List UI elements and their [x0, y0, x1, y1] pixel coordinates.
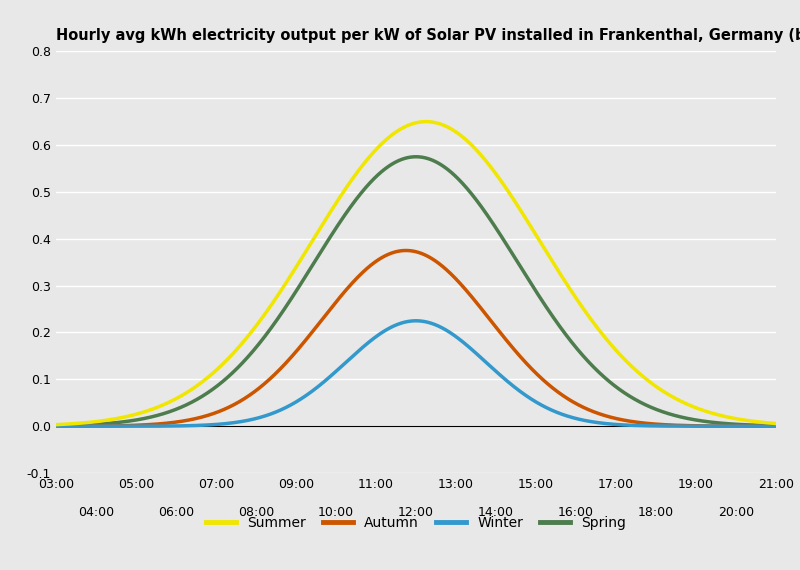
Line: Spring: Spring — [56, 157, 776, 426]
Autumn — [402, 247, 411, 254]
Spring — [750, 422, 760, 429]
Winter — [771, 423, 781, 430]
Summer — [618, 355, 628, 361]
Summer — [750, 418, 760, 425]
Summer — [88, 418, 98, 425]
Summer — [382, 136, 392, 142]
Summer — [402, 123, 411, 129]
Spring — [771, 422, 781, 429]
Autumn — [771, 423, 781, 430]
Winter — [411, 317, 421, 324]
Winter — [402, 319, 411, 325]
Winter — [750, 423, 760, 430]
Summer — [421, 118, 430, 125]
Summer — [750, 418, 760, 425]
Summer — [51, 421, 61, 428]
Autumn — [88, 422, 98, 429]
Spring — [382, 164, 392, 171]
Summer — [771, 420, 781, 427]
Winter — [618, 421, 628, 428]
Spring — [88, 421, 98, 428]
Spring — [402, 154, 411, 161]
Line: Summer: Summer — [56, 121, 776, 425]
Winter — [88, 423, 98, 430]
Winter — [382, 326, 392, 333]
Legend: Summer, Autumn, Winter, Spring: Summer, Autumn, Winter, Spring — [200, 511, 632, 536]
Spring — [618, 389, 628, 396]
Spring — [750, 422, 760, 429]
Autumn — [750, 423, 760, 430]
Winter — [51, 423, 61, 430]
Autumn — [750, 423, 760, 430]
Line: Autumn: Autumn — [56, 250, 776, 426]
Text: Hourly avg kWh electricity output per kW of Solar PV installed in Frankenthal, G: Hourly avg kWh electricity output per kW… — [56, 28, 800, 43]
Autumn — [51, 423, 61, 430]
Line: Winter: Winter — [56, 321, 776, 426]
Winter — [750, 423, 760, 430]
Spring — [411, 153, 421, 160]
Spring — [51, 422, 61, 429]
Autumn — [382, 251, 392, 258]
Autumn — [402, 247, 411, 254]
Autumn — [618, 417, 628, 424]
